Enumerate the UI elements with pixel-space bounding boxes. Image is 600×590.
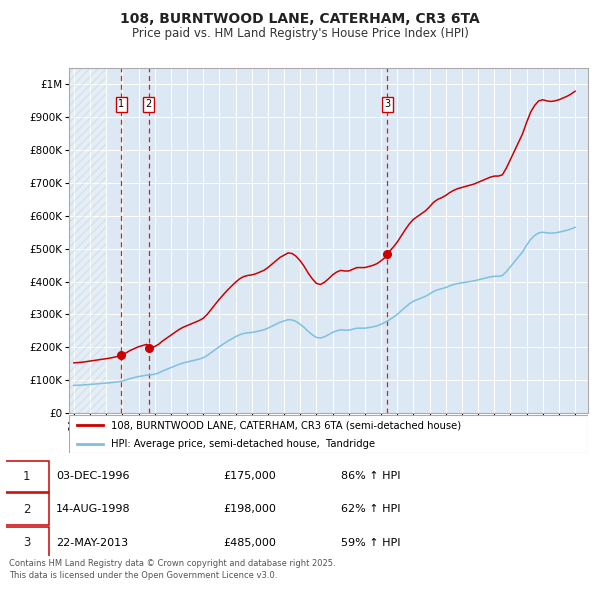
Text: 2: 2 xyxy=(145,99,152,109)
Text: 14-AUG-1998: 14-AUG-1998 xyxy=(56,504,131,514)
Text: £175,000: £175,000 xyxy=(224,471,277,481)
FancyBboxPatch shape xyxy=(5,461,49,492)
Text: 3: 3 xyxy=(384,99,391,109)
Text: 86% ↑ HPI: 86% ↑ HPI xyxy=(341,471,401,481)
Text: 03-DEC-1996: 03-DEC-1996 xyxy=(56,471,130,481)
Text: 22-MAY-2013: 22-MAY-2013 xyxy=(56,538,128,548)
Text: 1: 1 xyxy=(23,470,31,483)
Text: £485,000: £485,000 xyxy=(224,538,277,548)
Text: 1: 1 xyxy=(118,99,124,109)
FancyBboxPatch shape xyxy=(5,527,49,559)
Text: 108, BURNTWOOD LANE, CATERHAM, CR3 6TA (semi-detached house): 108, BURNTWOOD LANE, CATERHAM, CR3 6TA (… xyxy=(110,420,461,430)
Text: 62% ↑ HPI: 62% ↑ HPI xyxy=(341,504,401,514)
Text: Contains HM Land Registry data © Crown copyright and database right 2025.
This d: Contains HM Land Registry data © Crown c… xyxy=(9,559,335,580)
Text: £198,000: £198,000 xyxy=(224,504,277,514)
Text: 108, BURNTWOOD LANE, CATERHAM, CR3 6TA: 108, BURNTWOOD LANE, CATERHAM, CR3 6TA xyxy=(120,12,480,26)
Text: HPI: Average price, semi-detached house,  Tandridge: HPI: Average price, semi-detached house,… xyxy=(110,438,374,448)
Text: Price paid vs. HM Land Registry's House Price Index (HPI): Price paid vs. HM Land Registry's House … xyxy=(131,27,469,40)
FancyBboxPatch shape xyxy=(5,493,49,525)
FancyBboxPatch shape xyxy=(69,415,588,453)
Text: 3: 3 xyxy=(23,536,31,549)
Text: 59% ↑ HPI: 59% ↑ HPI xyxy=(341,538,401,548)
Text: 2: 2 xyxy=(23,503,31,516)
